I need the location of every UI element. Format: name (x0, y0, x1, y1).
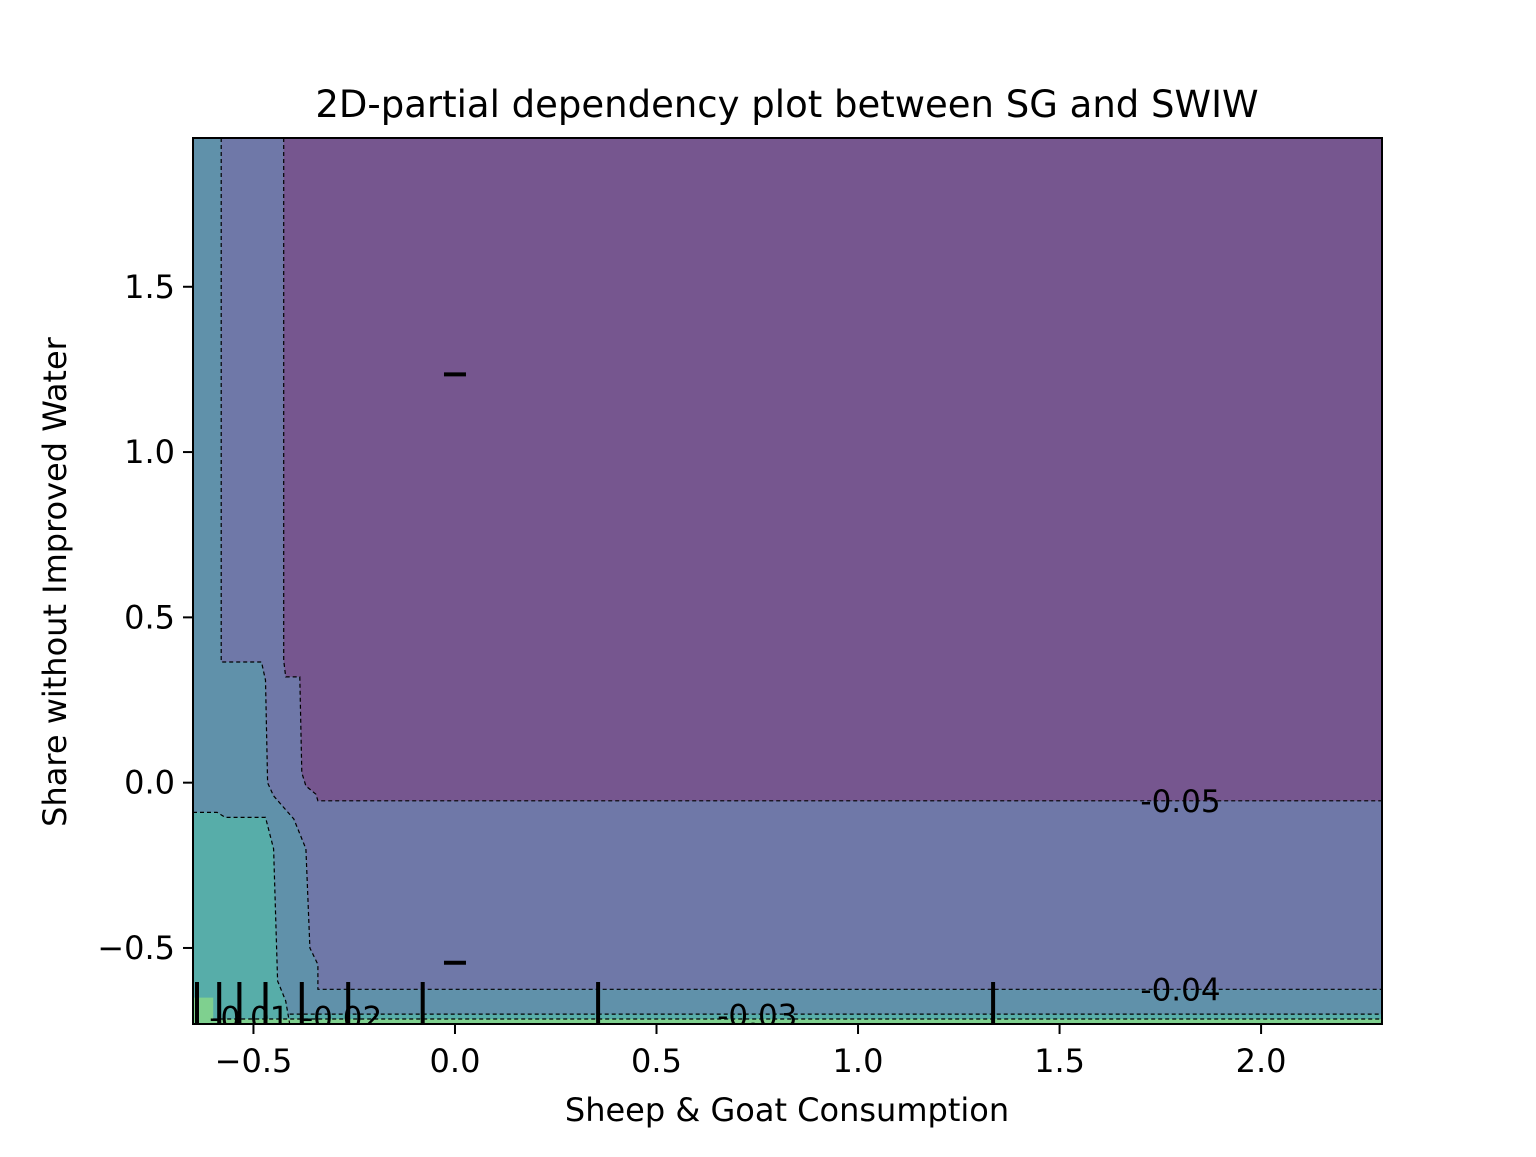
region-high (193, 812, 290, 1024)
contour-label: -0.03 (717, 999, 797, 1035)
x-axis-label: Sheep & Goat Consumption (565, 1091, 1009, 1129)
contour-label: -0.04 (1140, 972, 1220, 1008)
contour-label: -0.05 (1140, 784, 1220, 820)
x-tick-label: 1.5 (1034, 1042, 1085, 1080)
y-tick-label: 0.0 (124, 764, 175, 802)
y-axis-ticks: −0.5 0.0 0.5 1.0 1.5 (97, 268, 193, 967)
region-lowest (283, 138, 1382, 801)
x-tick-label: 0.0 (430, 1042, 481, 1080)
contour-labels: -0.05 -0.04 -0.03 -0.02 -0.01 (209, 784, 1220, 1036)
contour-fills (193, 138, 1382, 1024)
y-tick-label: 1.0 (124, 433, 175, 471)
x-tick-label: −0.5 (215, 1042, 293, 1080)
contour-line-low (220, 138, 1382, 990)
x-axis-ticks: −0.5 0.0 0.5 1.0 1.5 2.0 (215, 1024, 1287, 1080)
x-tick-label: 1.0 (833, 1042, 884, 1080)
x-tick-label: 2.0 (1236, 1042, 1287, 1080)
region-highest-strip (193, 1019, 1382, 1024)
contour-label: -0.02 (302, 1000, 382, 1036)
plot-area: -0.05 -0.04 -0.03 -0.02 -0.01 (193, 138, 1382, 1036)
y-axis-label: Share without Improved Water (36, 336, 74, 826)
y-tick-label: 0.5 (124, 598, 175, 636)
contour-line-lowest (283, 138, 1382, 802)
x-tick-label: 0.5 (631, 1042, 682, 1080)
contour-lines (193, 138, 1382, 1024)
decile-markers (195, 372, 996, 1024)
contour-label: -0.01 (209, 1000, 289, 1036)
y-tick-label: −0.5 (97, 929, 175, 967)
plot-frame (192, 137, 1383, 1025)
chart-title: 2D-partial dependency plot between SG an… (315, 83, 1258, 126)
y-tick-label: 1.5 (124, 268, 175, 306)
